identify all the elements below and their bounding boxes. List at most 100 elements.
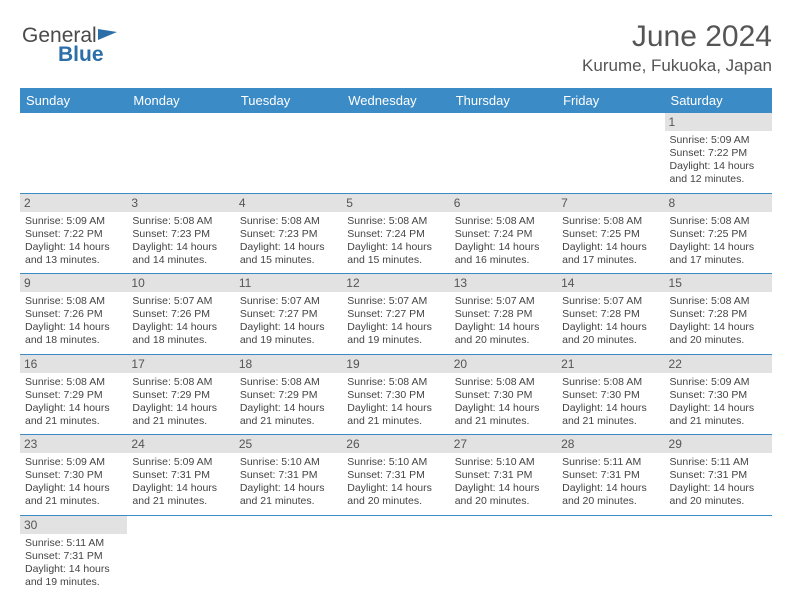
- header: General June 2024 Kurume, Fukuoka, Japan: [20, 20, 772, 76]
- day-info: Sunrise: 5:08 AMSunset: 7:28 PMDaylight:…: [670, 295, 767, 348]
- day-info-line: Daylight: 14 hours: [455, 402, 552, 415]
- calendar-day-cell: 17Sunrise: 5:08 AMSunset: 7:29 PMDayligh…: [127, 354, 234, 435]
- calendar-empty-cell: [342, 113, 449, 193]
- calendar-week-row: 16Sunrise: 5:08 AMSunset: 7:29 PMDayligh…: [20, 354, 772, 435]
- day-number: 4: [235, 194, 342, 212]
- day-info-line: Sunrise: 5:07 AM: [240, 295, 337, 308]
- day-info-line: and 21 minutes.: [240, 495, 337, 508]
- day-number: 20: [450, 355, 557, 373]
- day-info-line: Daylight: 14 hours: [670, 241, 767, 254]
- day-info: Sunrise: 5:08 AMSunset: 7:29 PMDaylight:…: [132, 376, 229, 429]
- day-info-line: Daylight: 14 hours: [670, 402, 767, 415]
- day-info-line: Sunset: 7:31 PM: [455, 469, 552, 482]
- calendar-empty-cell: [450, 113, 557, 193]
- day-info-line: Daylight: 14 hours: [455, 241, 552, 254]
- day-number: 11: [235, 274, 342, 292]
- day-info-line: Sunset: 7:28 PM: [455, 308, 552, 321]
- day-info-line: Sunset: 7:29 PM: [240, 389, 337, 402]
- day-number: 18: [235, 355, 342, 373]
- day-info-line: Sunrise: 5:08 AM: [25, 295, 122, 308]
- calendar-day-cell: 20 Sunrise: 5:08 AMSunset: 7:30 PMDayligh…: [450, 354, 557, 435]
- day-info-line: Sunset: 7:23 PM: [240, 228, 337, 241]
- day-info: Sunrise: 5:07 AMSunset: 7:27 PMDaylight:…: [347, 295, 444, 348]
- day-info-line: Sunrise: 5:08 AM: [562, 215, 659, 228]
- day-info-line: and 21 minutes.: [25, 415, 122, 428]
- calendar-week-row: 9Sunrise: 5:08 AMSunset: 7:26 PMDaylight…: [20, 274, 772, 355]
- day-info: Sunrise: 5:08 AMSunset: 7:26 PMDaylight:…: [25, 295, 122, 348]
- day-number: 9: [20, 274, 127, 292]
- calendar-header-row: SundayMondayTuesdayWednesdayThursdayFrid…: [20, 88, 772, 113]
- day-info: Sunrise: 5:08 AMSunset: 7:30 PMDaylight:…: [562, 376, 659, 429]
- day-info-line: Sunrise: 5:07 AM: [132, 295, 229, 308]
- day-info: Sunrise: 5:09 AMSunset: 7:30 PMDaylight:…: [25, 456, 122, 509]
- day-info-line: Sunset: 7:28 PM: [670, 308, 767, 321]
- day-info-line: Sunrise: 5:09 AM: [670, 134, 767, 147]
- day-info-line: Daylight: 14 hours: [25, 482, 122, 495]
- day-info-line: Sunset: 7:30 PM: [347, 389, 444, 402]
- weekday-header: Saturday: [665, 88, 772, 113]
- day-info-line: and 18 minutes.: [25, 334, 122, 347]
- day-info-line: Sunset: 7:26 PM: [25, 308, 122, 321]
- day-info-line: Daylight: 14 hours: [240, 321, 337, 334]
- day-info-line: and 17 minutes.: [562, 254, 659, 267]
- day-info: Sunrise: 5:10 AMSunset: 7:31 PMDaylight:…: [240, 456, 337, 509]
- calendar-day-cell: 26Sunrise: 5:10 AMSunset: 7:31 PMDayligh…: [342, 435, 449, 516]
- day-info-line: Sunrise: 5:08 AM: [240, 376, 337, 389]
- calendar-day-cell: 14 Sunrise: 5:07 AMSunset: 7:28 PMDayligh…: [557, 274, 664, 355]
- day-info-line: Sunrise: 5:10 AM: [347, 456, 444, 469]
- day-number: 14: [557, 274, 664, 292]
- day-info-line: Daylight: 14 hours: [455, 321, 552, 334]
- day-info: Sunrise: 5:09 AMSunset: 7:22 PMDaylight:…: [670, 134, 767, 187]
- day-info-line: Sunrise: 5:08 AM: [25, 376, 122, 389]
- day-info-line: Daylight: 14 hours: [347, 241, 444, 254]
- calendar-day-cell: 15Sunrise: 5:08 AMSunset: 7:28 PMDayligh…: [665, 274, 772, 355]
- weekday-header: Tuesday: [235, 88, 342, 113]
- day-info-line: Sunrise: 5:08 AM: [670, 215, 767, 228]
- calendar-day-cell: 6Sunrise: 5:08 AMSunset: 7:24 PMDaylight…: [450, 193, 557, 274]
- day-info-line: and 20 minutes.: [670, 495, 767, 508]
- day-info-line: Sunrise: 5:08 AM: [132, 215, 229, 228]
- calendar-week-row: 2Sunrise: 5:09 AMSunset: 7:22 PMDaylight…: [20, 193, 772, 274]
- day-info-line: and 20 minutes.: [670, 334, 767, 347]
- day-info-line: Sunset: 7:29 PM: [25, 389, 122, 402]
- day-info-line: Sunrise: 5:08 AM: [347, 215, 444, 228]
- day-info: Sunrise: 5:10 AMSunset: 7:31 PMDaylight:…: [347, 456, 444, 509]
- calendar-empty-trailing: [450, 515, 557, 595]
- day-info-line: and 15 minutes.: [347, 254, 444, 267]
- calendar-day-cell: 28Sunrise: 5:11 AMSunset: 7:31 PMDayligh…: [557, 435, 664, 516]
- calendar-day-cell: 16Sunrise: 5:08 AMSunset: 7:29 PMDayligh…: [20, 354, 127, 435]
- day-info-line: Sunrise: 5:10 AM: [240, 456, 337, 469]
- weekday-header: Sunday: [20, 88, 127, 113]
- location: Kurume, Fukuoka, Japan: [582, 56, 772, 76]
- day-info-line: Sunrise: 5:11 AM: [562, 456, 659, 469]
- day-info: Sunrise: 5:08 AMSunset: 7:25 PMDaylight:…: [562, 215, 659, 268]
- day-info-line: Sunrise: 5:08 AM: [455, 215, 552, 228]
- day-info-line: Sunrise: 5:09 AM: [25, 456, 122, 469]
- day-info-line: Daylight: 14 hours: [347, 402, 444, 415]
- day-info-line: Daylight: 14 hours: [240, 241, 337, 254]
- day-info-line: Sunset: 7:31 PM: [240, 469, 337, 482]
- day-info: Sunrise: 5:07 AMSunset: 7:27 PMDaylight:…: [240, 295, 337, 348]
- day-info-line: and 20 minutes.: [455, 334, 552, 347]
- calendar-day-cell: 12Sunrise: 5:07 AMSunset: 7:27 PMDayligh…: [342, 274, 449, 355]
- day-info: Sunrise: 5:11 AMSunset: 7:31 PMDaylight:…: [562, 456, 659, 509]
- day-info: Sunrise: 5:07 AMSunset: 7:28 PMDaylight:…: [562, 295, 659, 348]
- calendar-day-cell: 22Sunrise: 5:09 AMSunset: 7:30 PMDayligh…: [665, 354, 772, 435]
- day-info-line: Daylight: 14 hours: [670, 321, 767, 334]
- day-info-line: Sunrise: 5:07 AM: [562, 295, 659, 308]
- day-info-line: Sunset: 7:23 PM: [132, 228, 229, 241]
- day-info-line: Sunset: 7:25 PM: [670, 228, 767, 241]
- calendar-day-cell: 25 Sunrise: 5:10 AMSunset: 7:31 PMDayligh…: [235, 435, 342, 516]
- day-info-line: Daylight: 14 hours: [132, 241, 229, 254]
- day-info: Sunrise: 5:08 AMSunset: 7:30 PMDaylight:…: [455, 376, 552, 429]
- logo-part2: Blue: [58, 43, 104, 66]
- weekday-header: Thursday: [450, 88, 557, 113]
- day-number: 19: [342, 355, 449, 373]
- day-info-line: Sunrise: 5:08 AM: [670, 295, 767, 308]
- calendar-day-cell: 5Sunrise: 5:08 AMSunset: 7:24 PMDaylight…: [342, 193, 449, 274]
- day-info-line: Daylight: 14 hours: [25, 321, 122, 334]
- calendar-day-cell: 21Sunrise: 5:08 AMSunset: 7:30 PMDayligh…: [557, 354, 664, 435]
- day-number: 25: [235, 435, 342, 453]
- day-info-line: and 15 minutes.: [240, 254, 337, 267]
- day-info-line: and 19 minutes.: [240, 334, 337, 347]
